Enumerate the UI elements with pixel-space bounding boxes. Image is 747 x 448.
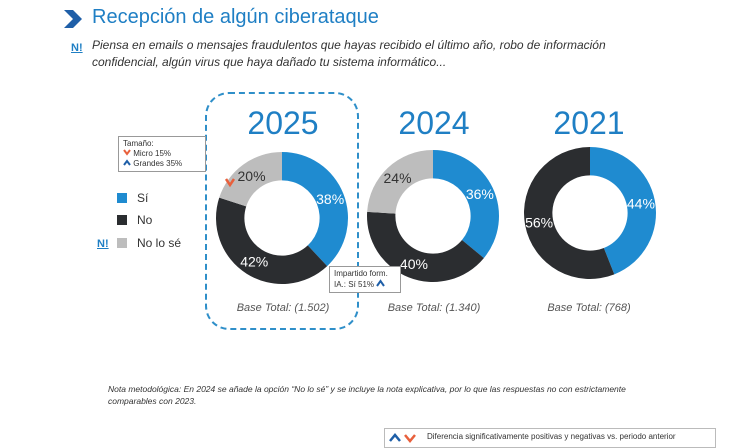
chevron-down-icon [123, 149, 131, 156]
slice-2024-0 [433, 150, 499, 259]
slice-label-2021-0: 44% [627, 195, 655, 211]
ia-callout-line2: IA.: Sí 51% [334, 279, 396, 290]
chart-title-2024: 2024 [398, 105, 470, 141]
legend-swatch-nolose [117, 238, 127, 248]
slice-2025-0 [282, 152, 348, 267]
chevron-up-icon [376, 279, 386, 287]
base-total-2024: Base Total: (1.340) [387, 302, 481, 314]
methodology-note: Nota metodológica: En 2024 se añade la o… [108, 384, 626, 406]
page-title: Recepción de algún ciberataque [92, 6, 379, 28]
chart-title-2025: 2025 [247, 105, 319, 141]
legend-label-si: Sí [137, 191, 149, 205]
slice-label-2025-0: 38% [316, 191, 344, 207]
size-callout-grandes: Grandes 35% [123, 159, 201, 169]
legend-swatch-si [117, 193, 127, 203]
legend-item-si: Sí [117, 191, 148, 205]
chevron-right-icon [64, 10, 82, 28]
slice-label-2024-1: 40% [400, 256, 428, 272]
base-total-2021: Base Total: (768) [547, 302, 631, 314]
ia-callout-line1: Impartido form. [334, 269, 388, 278]
highlight-box-2025 [205, 92, 359, 330]
legend-swatch-no [117, 215, 127, 225]
legend-item-nolose: No lo sé [117, 236, 181, 250]
slice-2025-1 [216, 197, 328, 284]
significance-legend: Diferencia significativamente positivas … [384, 428, 716, 448]
slice-label-2025-1: 42% [240, 254, 268, 270]
slice-label-2024-0: 36% [466, 186, 494, 202]
slice-2025-2 [219, 152, 282, 207]
legend-new-mark: N! [97, 238, 109, 250]
legend-label-no: No [137, 213, 153, 227]
chart-title-2021: 2021 [553, 105, 625, 141]
ia-callout: Impartido form. IA.: Sí 51% [329, 266, 401, 293]
slice-2021-1 [524, 147, 615, 279]
slice-2024-1 [367, 211, 484, 282]
significance-legend-text: Diferencia significativamente positivas … [427, 432, 676, 441]
slice-label-2025-2: 20% [238, 168, 266, 184]
slice-label-2021-1: 56% [525, 215, 553, 231]
size-callout-title: Tamaño: [123, 139, 154, 148]
chevron-down-icon [224, 178, 236, 188]
legend-label-nolose: No lo sé [137, 236, 182, 250]
slice-2024-2 [367, 150, 433, 214]
new-question-mark: N! [71, 42, 83, 54]
size-callout: Tamaño: Micro 15% Grandes 35% [118, 136, 206, 172]
legend-item-no: No [117, 213, 152, 227]
up-down-arrows-icon [389, 433, 416, 443]
size-callout-micro: Micro 15% [123, 149, 201, 159]
slice-2021-0 [590, 147, 657, 275]
question-text: Piensa en emails o mensajes fraudulentos… [92, 38, 606, 69]
slice-label-2024-2: 24% [384, 170, 412, 186]
chevron-up-icon [123, 159, 131, 166]
base-total-2025: Base Total: (1.502) [236, 302, 330, 314]
